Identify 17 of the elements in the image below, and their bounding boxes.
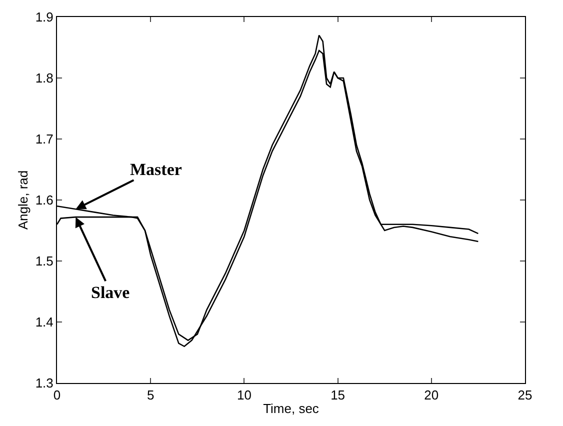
y-tick-label: 1.9	[35, 10, 54, 25]
y-tick-label: 1.7	[35, 132, 54, 147]
y-tick-label: 1.5	[35, 254, 54, 269]
x-tick-label: 5	[146, 388, 154, 403]
x-tick-label: 0	[53, 388, 61, 403]
y-tick-label: 1.8	[35, 70, 54, 86]
x-tick-label: 20	[424, 388, 439, 403]
y-axis-title: Angle, rad	[15, 170, 30, 230]
x-tick-label: 10	[236, 388, 252, 403]
x-axis-title: Time, sec	[263, 401, 320, 416]
x-tick-label: 25	[518, 388, 532, 403]
annotation: Master	[130, 160, 182, 179]
y-tick-label: 1.3	[35, 376, 54, 391]
x-tick-label: 15	[330, 388, 346, 403]
y-tick-label: 1.4	[35, 314, 54, 330]
annotation: Slave	[91, 283, 130, 302]
y-tick-label: 1.6	[35, 192, 54, 208]
